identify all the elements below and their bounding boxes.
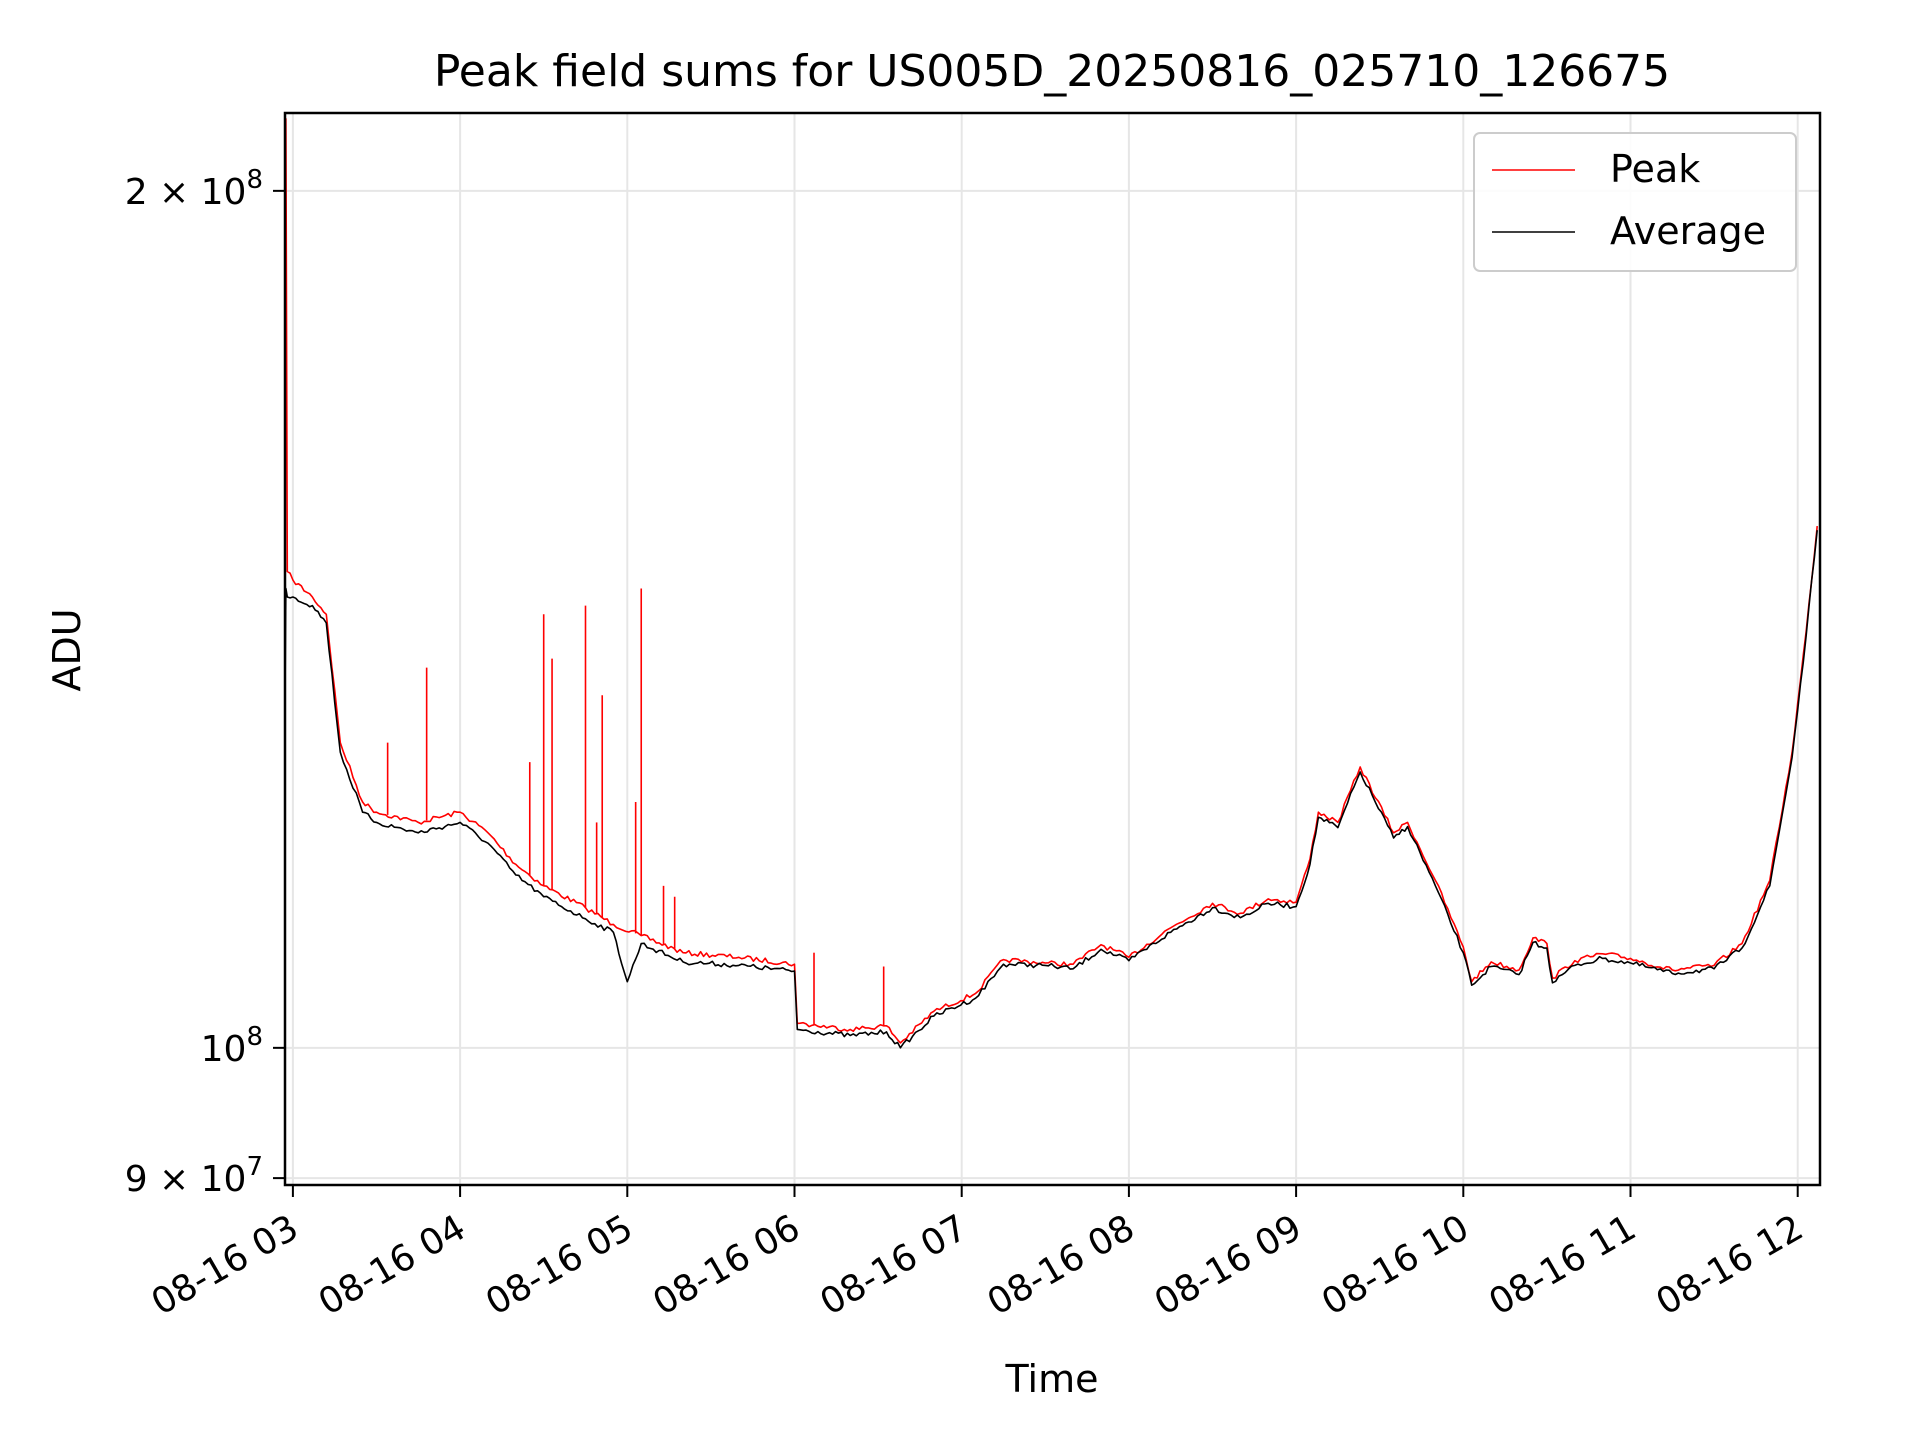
y-tick-mantissa: 2 xyxy=(125,172,148,213)
y-tick-label: 108 xyxy=(201,1022,263,1070)
legend-box xyxy=(1473,132,1797,272)
y-tick-times: × 10 xyxy=(148,1159,247,1200)
plot-frame xyxy=(283,111,1822,1187)
legend-average-label: Average xyxy=(1610,209,1766,253)
y-tick-base: 10 xyxy=(201,1029,247,1070)
series-line-peak xyxy=(284,118,1818,1044)
y-tick-exponent: 7 xyxy=(246,1152,263,1182)
series-line-average xyxy=(284,530,1818,1049)
y-tick-mantissa: 9 xyxy=(125,1159,148,1200)
series-layer xyxy=(284,118,1818,1049)
chart-title: Peak field sums for US005D_20250816_0257… xyxy=(434,46,1670,97)
y-tick-label: 9 × 107 xyxy=(125,1152,263,1200)
x-axis-label: Time xyxy=(1005,1357,1099,1401)
y-tick-times: × 10 xyxy=(148,172,247,213)
legend: Peak Average xyxy=(1473,132,1797,272)
y-axis-label: ADU xyxy=(45,608,89,691)
y-tick-label: 2 × 108 xyxy=(125,165,263,213)
y-tick-exponent: 8 xyxy=(246,1022,263,1052)
legend-peak-label: Peak xyxy=(1610,147,1700,191)
y-tick-exponent: 8 xyxy=(246,165,263,195)
